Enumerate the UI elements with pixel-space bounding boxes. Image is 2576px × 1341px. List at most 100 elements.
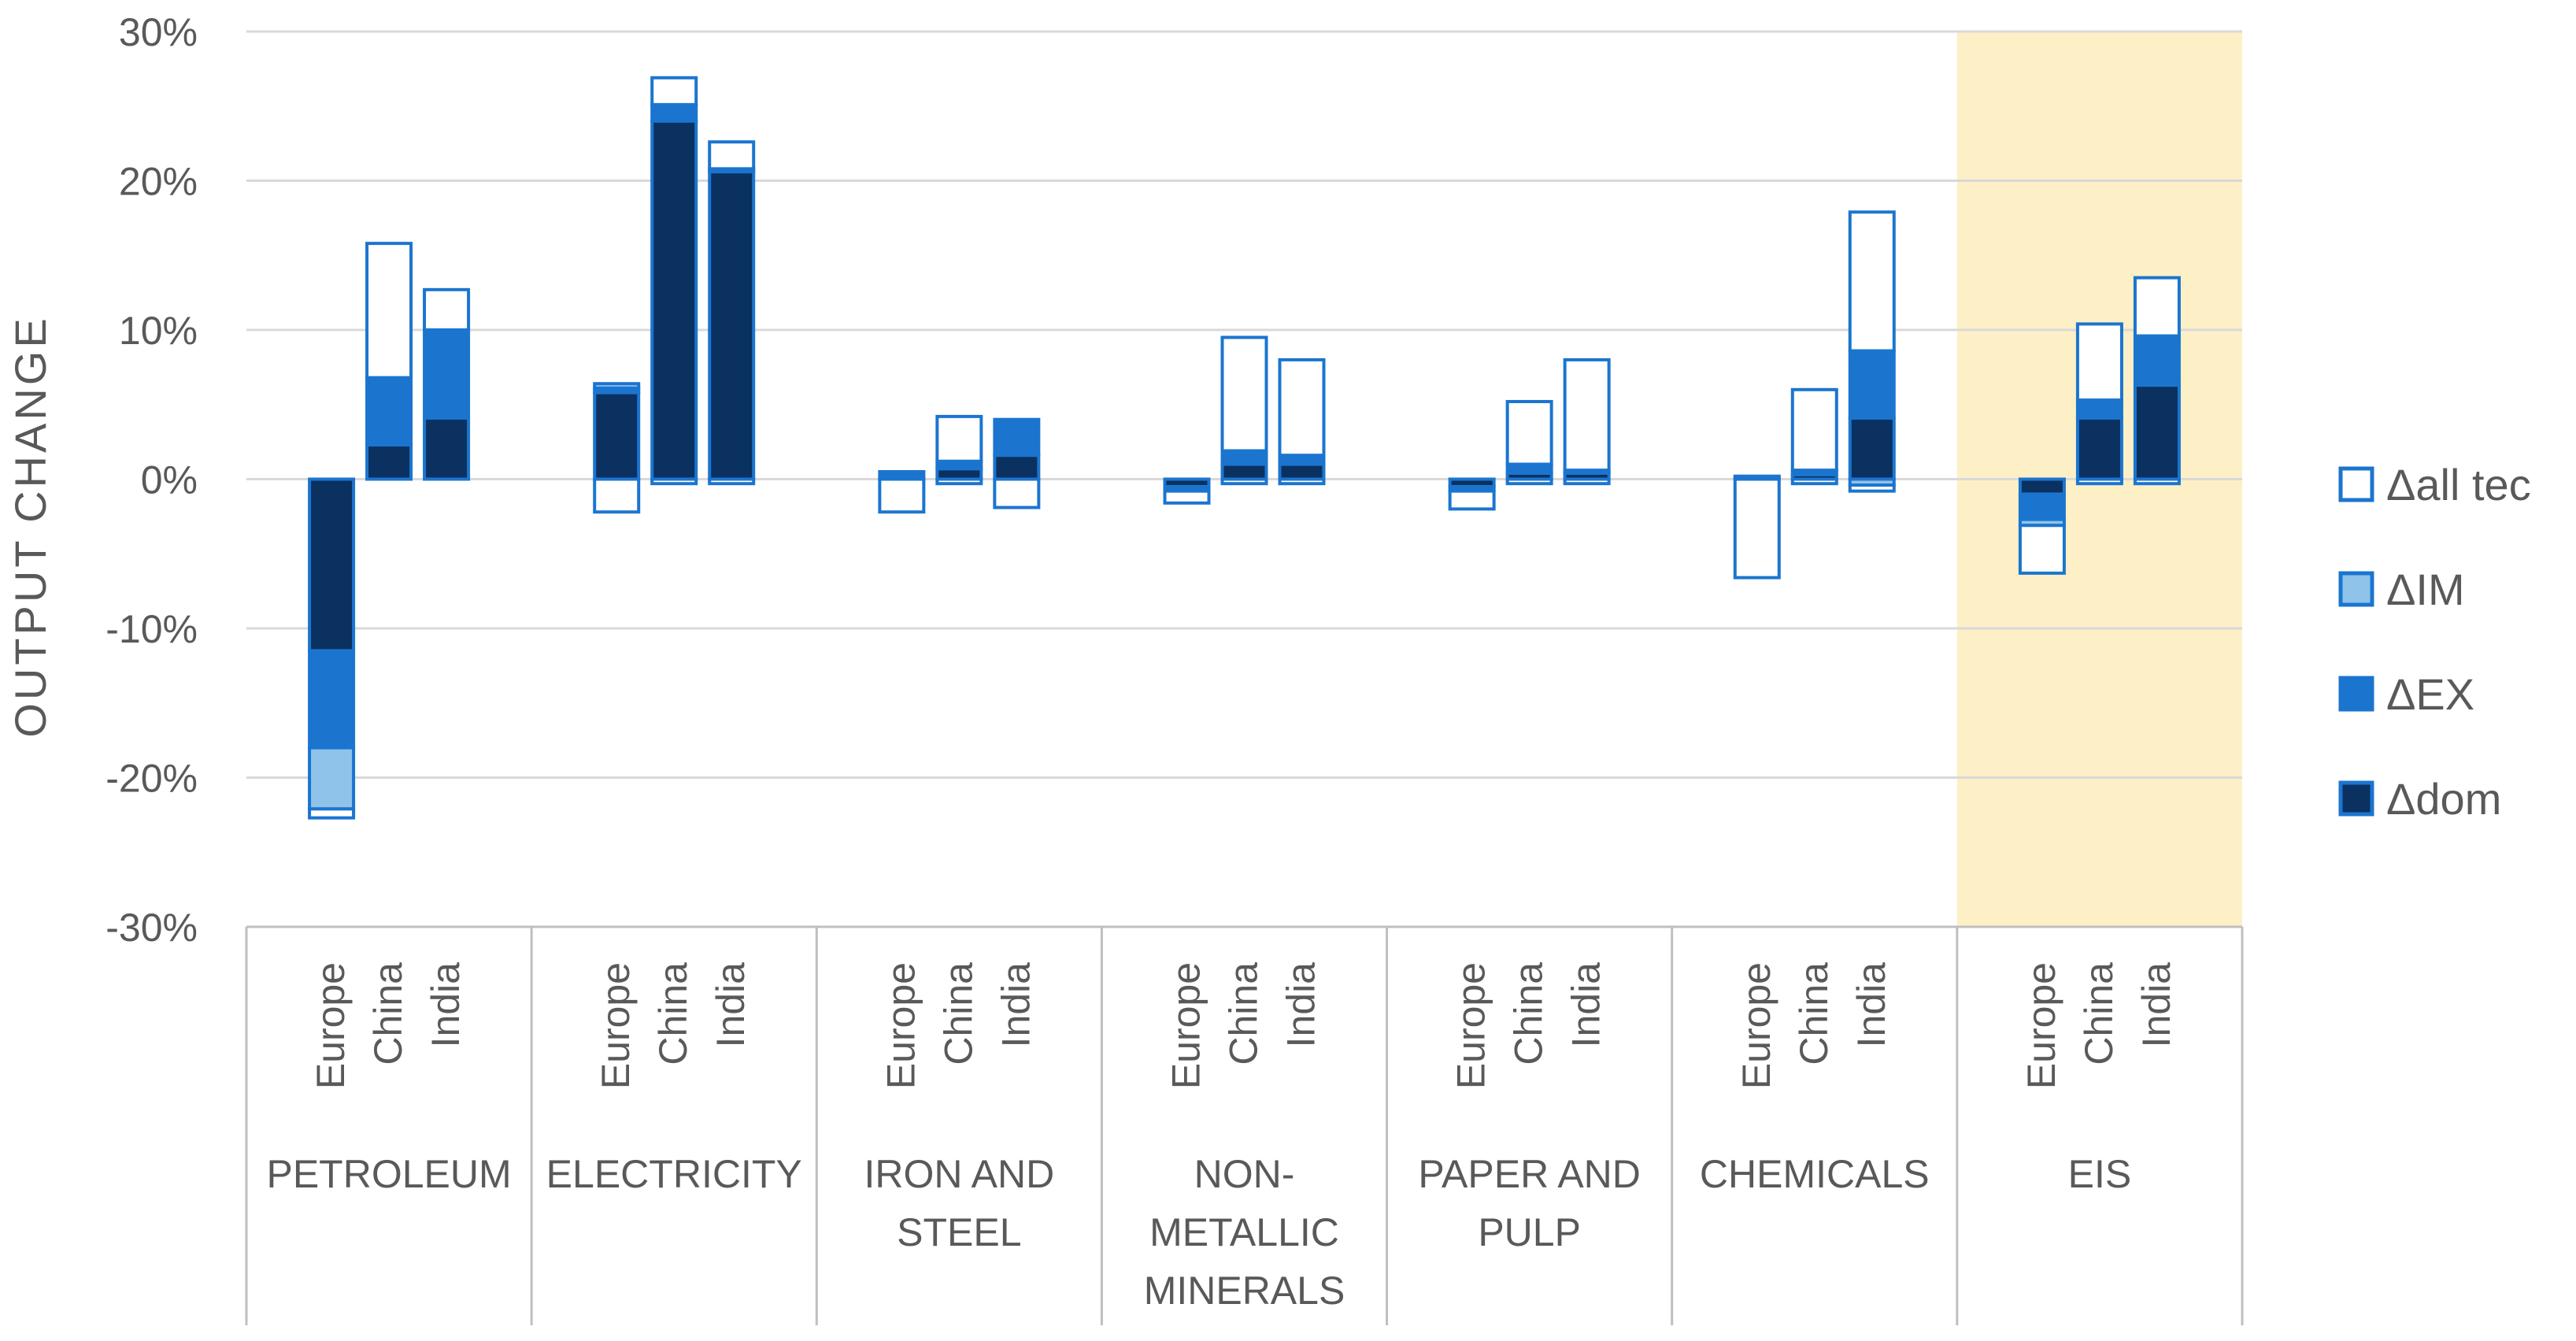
- bar-iron-and-steel-europe: [878, 470, 926, 514]
- category-label: IRON AND: [864, 1152, 1055, 1196]
- bar-eis-china: [2075, 322, 2123, 486]
- y-tick-label: -20%: [105, 757, 198, 801]
- bar-segment-alltec: [308, 807, 356, 820]
- bar-segment-dom: [593, 391, 641, 481]
- bar-segment-alltec: [935, 477, 983, 486]
- bar-segment-ex: [650, 102, 698, 123]
- category-axis: Europe China India PETROLEUM Europe China Indi…: [245, 925, 2244, 1325]
- bar-non-metallic-minerals-china: [1220, 335, 1268, 486]
- legend-swatch: [2338, 676, 2374, 712]
- bar-segment-dom: [365, 443, 413, 481]
- legend-label: Δdom: [2386, 774, 2501, 824]
- bar-segment-alltec: [935, 414, 983, 463]
- region-label: China: [1222, 962, 1266, 1065]
- bar-segment-ex: [365, 376, 413, 446]
- bar-eis-india: [2133, 276, 2181, 486]
- bar-segment-alltec: [1505, 399, 1553, 466]
- bar-petroleum-europe: [308, 477, 356, 820]
- legend-label: Δall tec: [2386, 460, 2531, 509]
- category-label: METALLIC: [1149, 1210, 1339, 1254]
- bar-segment-alltec: [1733, 477, 1781, 580]
- legend-label: ΔEX: [2386, 669, 2474, 719]
- region-label: China: [651, 962, 695, 1065]
- region-label: Europe: [2019, 962, 2063, 1089]
- bar-segment-dom: [423, 416, 471, 481]
- y-tick-label: 10%: [119, 309, 198, 353]
- bar-segment-dom: [993, 454, 1041, 481]
- region-label: India: [1849, 962, 1893, 1048]
- bar-segment-alltec: [1733, 474, 1781, 480]
- bar-segment-ex: [423, 328, 471, 420]
- category-label: MINERALS: [1144, 1269, 1345, 1313]
- bar-petroleum-india: [423, 287, 471, 481]
- region-label: Europe: [1164, 962, 1208, 1089]
- y-tick-label: -10%: [105, 607, 198, 651]
- bar-segment-alltec: [1848, 210, 1896, 353]
- category-label: PAPER AND: [1418, 1152, 1641, 1196]
- bar-electricity-europe: [593, 382, 641, 514]
- category-label: ELECTRICITY: [546, 1152, 802, 1196]
- bar-segment-dom: [2018, 477, 2066, 496]
- legend-item-im: ΔIM: [2338, 565, 2465, 614]
- bar-segment-dom: [1278, 462, 1326, 481]
- legend-label: ΔIM: [2386, 565, 2465, 614]
- bar-segment-ex: [993, 417, 1041, 457]
- bar-petroleum-china: [365, 242, 413, 481]
- legend-item-dom: Δdom: [2338, 774, 2501, 824]
- bar-segment-dom: [708, 170, 756, 481]
- bar-segment-ex: [308, 649, 356, 750]
- bar-segment-alltec: [1278, 357, 1326, 457]
- region-label: China: [1507, 962, 1551, 1065]
- bar-segment-alltec: [423, 287, 471, 332]
- region-label: India: [709, 962, 753, 1048]
- region-label: China: [1792, 962, 1836, 1065]
- bar-segment-alltec: [1163, 489, 1211, 505]
- y-tick-label: 20%: [119, 160, 198, 204]
- bar-segment-alltec: [1790, 477, 1838, 486]
- bars: [308, 76, 2181, 820]
- bar-electricity-china: [650, 76, 698, 486]
- bar-segment-alltec: [1790, 387, 1838, 472]
- bar-chemicals-europe: [1733, 474, 1781, 580]
- legend-swatch: [2338, 466, 2374, 502]
- bar-segment-dom: [308, 477, 356, 653]
- category-label: CHEMICALS: [1700, 1152, 1930, 1196]
- legend-item-ex: ΔEX: [2338, 669, 2474, 719]
- bar-segment-ex: [1848, 349, 1896, 420]
- region-label: China: [2077, 962, 2121, 1065]
- bar-non-metallic-minerals-india: [1278, 357, 1326, 486]
- legend-swatch: [2338, 571, 2374, 607]
- bar-segment-dom: [1220, 462, 1268, 481]
- bar-eis-europe: [2018, 477, 2066, 575]
- region-label: India: [424, 962, 468, 1048]
- bar-paper-and-pulp-india: [1563, 357, 1611, 486]
- bar-segment-ex: [2075, 398, 2123, 420]
- legend-item-alltec: Δall tec: [2338, 460, 2531, 509]
- bar-segment-dom: [2075, 416, 2123, 481]
- y-tick-label: -30%: [105, 906, 198, 950]
- bar-segment-dom: [1848, 416, 1896, 481]
- bar-segment-alltec: [650, 477, 698, 486]
- category-label: NON-: [1194, 1152, 1295, 1196]
- region-label: Europe: [594, 962, 638, 1089]
- bar-segment-alltec: [993, 477, 1041, 509]
- bar-segment-alltec: [2018, 524, 2066, 575]
- bar-segment-alltec: [1505, 477, 1553, 486]
- y-axis-title: OUTPUT CHANGE: [6, 315, 55, 737]
- bar-segment-im: [308, 746, 356, 811]
- bar-segment-alltec: [878, 477, 926, 514]
- bar-segment-alltec: [2133, 477, 2181, 486]
- region-label: India: [2134, 962, 2178, 1048]
- category-label: STEEL: [897, 1210, 1021, 1254]
- region-label: Europe: [1449, 962, 1493, 1089]
- bar-chemicals-china: [1790, 387, 1838, 486]
- region-label: China: [366, 962, 410, 1065]
- bar-segment-alltec: [2133, 276, 2181, 338]
- y-axis-ticks: 30% 20% 10% 0% -10% -20% -30%: [105, 10, 198, 950]
- bar-segment-alltec: [365, 242, 413, 380]
- bar-segment-alltec: [650, 76, 698, 106]
- bar-segment-alltec: [1448, 489, 1496, 511]
- y-tick-label: 0%: [141, 458, 198, 502]
- bar-segment-alltec: [708, 477, 756, 486]
